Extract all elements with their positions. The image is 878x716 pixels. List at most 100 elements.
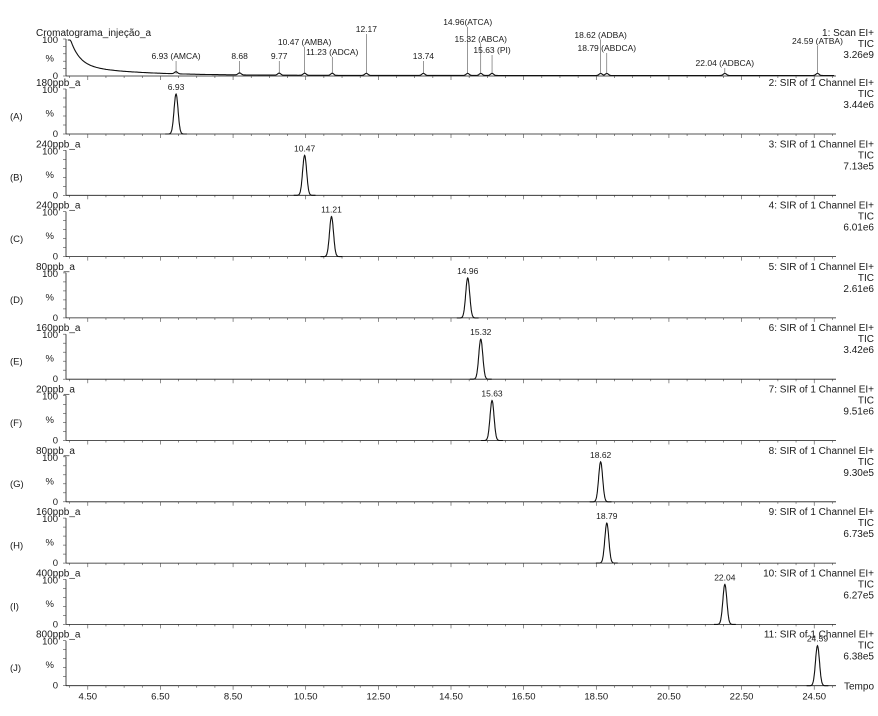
y-tick-100: 100	[42, 453, 58, 464]
y-tick-0: 0	[53, 252, 58, 263]
x-tick-label: 18.50	[584, 692, 608, 703]
peak-annotation: 8.68	[231, 51, 248, 61]
panel-letter: (G)	[10, 479, 24, 490]
panel-title: Cromatograma_injeção_a	[36, 28, 152, 39]
panel-i: 400ppb_a 10: SIR of 1 Channel EI+TIC6.27e…	[10, 568, 874, 630]
mode-label: TIC	[858, 457, 874, 468]
panel-title: 800ppb_a	[36, 630, 81, 641]
intensity-label: 6.27e5	[843, 590, 874, 601]
panel-j: 800ppb_a 11: SIR of 1 Channel EI+TIC6.38e…	[10, 630, 874, 692]
peak-label: 11.21	[321, 205, 342, 215]
y-tick-percent: %	[46, 54, 55, 65]
panel-letter: (B)	[10, 173, 23, 184]
y-tick-0: 0	[53, 190, 58, 201]
panel-tic: Cromatograma_injeção_a 1: Scan EI+TIC3.26…	[36, 17, 874, 82]
y-tick-0: 0	[53, 558, 58, 569]
intensity-label: 9.51e6	[843, 407, 874, 418]
intensity-label: 6.73e5	[843, 529, 874, 540]
channel-label: 5: SIR of 1 Channel EI+	[769, 262, 875, 273]
peak-label: 18.62	[590, 450, 612, 460]
y-tick-percent: %	[46, 660, 55, 671]
y-tick-100: 100	[42, 35, 58, 46]
mode-label: TIC	[858, 150, 874, 161]
y-tick-0: 0	[53, 619, 58, 630]
peak-label: 10.47	[294, 143, 316, 153]
y-tick-percent: %	[46, 415, 55, 426]
y-tick-100: 100	[42, 146, 58, 157]
y-tick-percent: %	[46, 538, 55, 549]
y-tick-100: 100	[42, 514, 58, 525]
x-tick-label: 22.50	[730, 692, 754, 703]
x-tick-label: 16.50	[512, 692, 536, 703]
intensity-label: 3.42e6	[843, 345, 874, 356]
panel-letter: (H)	[10, 540, 23, 551]
peak-annotation: 9.77	[271, 51, 288, 61]
peak-annotation: 15.63 (PI)	[473, 45, 510, 55]
x-tick-label: 10.50	[294, 692, 318, 703]
intensity-label: 6.01e6	[843, 223, 874, 234]
peak-annotation: 10.47 (AMBA)	[278, 37, 332, 47]
intensity-label: 9.30e5	[843, 468, 874, 479]
peak-trace	[469, 338, 492, 380]
panel-letter: (F)	[10, 418, 22, 429]
x-tick-label: 8.50	[224, 692, 243, 703]
intensity-label: 2.61e6	[843, 284, 874, 295]
channel-label: 7: SIR of 1 Channel EI+	[769, 385, 875, 396]
y-tick-percent: %	[46, 292, 55, 303]
panel-a: 180ppb_a 2: SIR of 1 Channel EI+TIC3.44e6…	[10, 78, 874, 140]
channel-label: 8: SIR of 1 Channel EI+	[769, 446, 875, 457]
mode-label: TIC	[858, 641, 874, 652]
panel-title: 180ppb_a	[36, 78, 81, 89]
y-tick-percent: %	[46, 476, 55, 487]
y-tick-0: 0	[53, 374, 58, 385]
intensity-label: 3.44e6	[843, 100, 874, 111]
mode-label: TIC	[858, 39, 874, 50]
panel-title: 240ppb_a	[36, 201, 81, 212]
peak-label: 15.63	[481, 389, 503, 399]
peak-trace	[595, 522, 618, 564]
channel-label: 2: SIR of 1 Channel EI+	[769, 78, 875, 89]
panel-title: 400ppb_a	[36, 568, 81, 579]
x-tick-label: 20.50	[657, 692, 681, 703]
mode-label: TIC	[858, 396, 874, 407]
mode-label: TIC	[858, 334, 874, 345]
y-tick-100: 100	[42, 637, 58, 648]
panel-b: 240ppb_a 3: SIR of 1 Channel EI+TIC7.13e5…	[10, 139, 874, 201]
x-axis-label: Tempo	[844, 682, 874, 693]
peak-label: 6.93	[168, 82, 185, 92]
panel-title: 160ppb_a	[36, 323, 81, 334]
x-tick-label: 6.50	[151, 692, 170, 703]
peak-label: 18.79	[596, 511, 618, 521]
panel-title: 160ppb_a	[36, 507, 81, 518]
y-tick-100: 100	[42, 330, 58, 341]
x-tick-label: 12.50	[366, 692, 390, 703]
peak-label: 14.96	[457, 266, 479, 276]
peak-annotation: 13.74	[413, 51, 435, 61]
mode-label: TIC	[858, 89, 874, 100]
peak-annotation: 14.96(ATCA)	[443, 17, 492, 27]
y-tick-100: 100	[42, 392, 58, 403]
y-tick-percent: %	[46, 599, 55, 610]
y-tick-percent: %	[46, 109, 55, 120]
channel-label: 10: SIR of 1 Channel EI+	[763, 568, 874, 579]
x-tick-label: 14.50	[439, 692, 463, 703]
peak-label: 24.59	[807, 634, 829, 644]
panel-e: 160ppb_a 6: SIR of 1 Channel EI+TIC3.42e6…	[10, 323, 874, 385]
peak-trace	[481, 399, 503, 442]
y-tick-0: 0	[53, 681, 58, 692]
panel-letter: (C)	[10, 234, 23, 245]
y-tick-100: 100	[42, 85, 58, 96]
mode-label: TIC	[858, 212, 874, 223]
peak-trace	[165, 92, 187, 135]
mode-label: TIC	[858, 518, 874, 529]
tic-trace	[67, 39, 835, 77]
panel-letter: (J)	[10, 663, 21, 674]
y-tick-0: 0	[53, 436, 58, 447]
channel-label: 3: SIR of 1 Channel EI+	[769, 139, 875, 150]
peak-annotation: 18.62 (ADBA)	[574, 30, 627, 40]
x-tick-label: 24.50	[802, 692, 826, 703]
y-tick-percent: %	[46, 170, 55, 181]
mode-label: TIC	[858, 273, 874, 284]
